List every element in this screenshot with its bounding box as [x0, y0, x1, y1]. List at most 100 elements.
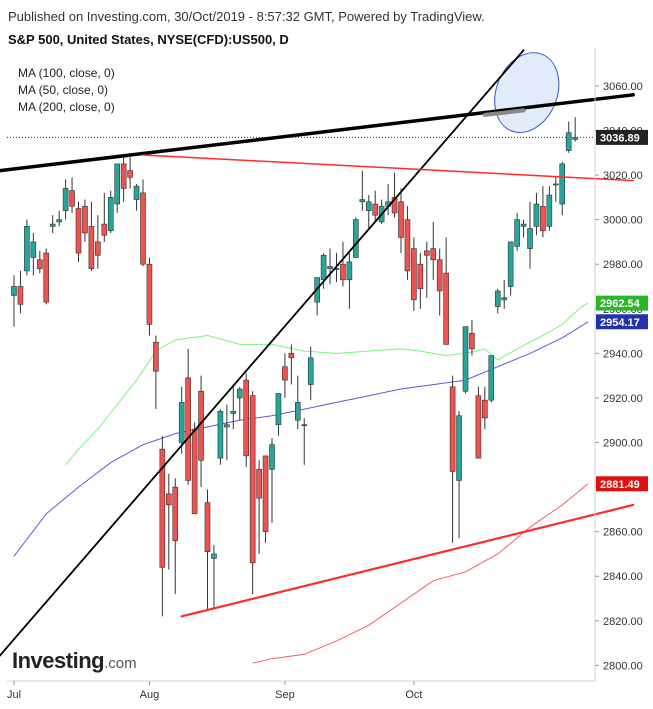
gray-highlight-segment: [482, 108, 526, 117]
legend-ma100: MA (100, close, 0): [18, 66, 115, 80]
candle-body: [475, 395, 482, 459]
candle-body: [256, 468, 262, 499]
candle-body: [365, 201, 372, 212]
logo-brand: Investing: [12, 648, 105, 673]
candle-body: [178, 402, 185, 443]
candle-body: [353, 219, 359, 258]
candle-body: [133, 185, 140, 200]
candle-body: [436, 259, 443, 292]
candle-body: [120, 163, 127, 189]
candle-body: [565, 132, 572, 151]
price-tick-label: 2900.00: [603, 438, 643, 450]
candle-body: [520, 223, 527, 227]
candle-body: [533, 203, 540, 227]
price-badge-label: 3036.89: [600, 132, 640, 144]
ma100-line: [13, 321, 589, 557]
price-tick-label: 3000.00: [603, 215, 643, 227]
moving-averages: [13, 302, 589, 664]
candle-body: [346, 261, 353, 281]
legend-ma50: MA (50, close, 0): [18, 83, 109, 97]
candle-body: [540, 205, 546, 232]
candle-body: [462, 326, 469, 392]
red-support-line: [180, 503, 635, 618]
candle-body: [391, 197, 398, 214]
candle-body: [107, 197, 114, 232]
candle-body: [404, 219, 411, 272]
candle-body: [36, 259, 43, 269]
candle-body: [398, 201, 404, 238]
candle-body: [301, 424, 308, 426]
price-tick-label: 2800.00: [603, 660, 643, 672]
candle-body: [30, 241, 37, 258]
price-tick-label: 3060.00: [603, 81, 643, 93]
candle-body: [456, 415, 462, 481]
candle-body: [62, 188, 69, 212]
price-badge: [596, 295, 648, 311]
price-badge: [596, 476, 648, 492]
candle-body: [56, 219, 62, 223]
candle-body: [359, 199, 366, 203]
candle-body: [327, 266, 333, 269]
price-badge-label: 2881.49: [600, 479, 640, 491]
candle-body: [443, 272, 449, 345]
candle-body: [114, 163, 120, 205]
candle-body: [411, 248, 417, 301]
candle-body: [243, 379, 249, 457]
upper-black-trendline: [0, 93, 635, 173]
candle-body: [230, 411, 237, 414]
candle-body: [140, 192, 146, 265]
price-badge: [596, 129, 648, 145]
candle-body: [294, 402, 301, 421]
candle-body: [211, 553, 217, 559]
ma200-line: [252, 483, 589, 664]
candle-body: [449, 386, 456, 472]
candle-body: [204, 502, 211, 553]
logo-suffix: .com: [104, 655, 137, 672]
candle-body: [494, 290, 501, 307]
red-resistance-line: [142, 154, 634, 182]
candle-body: [153, 341, 159, 372]
candle-body: [340, 263, 346, 281]
chart-title: S&P 500, United States, NYSE(CFD):US500,…: [8, 32, 289, 47]
candle-body: [191, 428, 198, 515]
candle-body: [507, 241, 514, 287]
candle-body: [262, 455, 269, 532]
price-tick-label: 2840.00: [603, 571, 643, 583]
candle-body: [282, 366, 288, 381]
candle-body: [185, 377, 191, 481]
candle-body: [514, 219, 520, 247]
candle-body: [49, 223, 56, 227]
candle-body: [217, 411, 224, 459]
candle-body: [430, 248, 437, 261]
candle-body: [501, 297, 508, 301]
candle-body: [82, 205, 88, 234]
trendlines: [0, 49, 635, 657]
time-tick-label: Oct: [405, 689, 422, 701]
candle-body: [275, 393, 282, 425]
time-tick-label: Sep: [275, 689, 295, 701]
candle-body: [172, 486, 179, 541]
candles: [11, 117, 578, 617]
candle-body: [127, 170, 133, 178]
candle-body: [249, 395, 256, 564]
candle-body: [269, 444, 275, 470]
price-tick-label: 2860.00: [603, 527, 643, 539]
candle-body: [482, 399, 488, 419]
candle-body: [559, 163, 566, 205]
candle-body: [572, 137, 578, 140]
candle-body: [307, 357, 314, 385]
time-tick-label: Jul: [7, 689, 21, 701]
published-note: Published on Investing.com, 30/Oct/2019 …: [8, 9, 485, 24]
price-tick-label: 2820.00: [603, 616, 643, 628]
candle-body: [101, 223, 108, 236]
candle-body: [320, 254, 327, 281]
candle-body: [43, 252, 50, 303]
candle-body: [75, 208, 82, 254]
candle-body: [69, 190, 75, 207]
time-tick-label: Aug: [140, 689, 160, 701]
investing-logo[interactable]: Investing.com: [12, 648, 137, 674]
price-tick-label: 2920.00: [603, 393, 643, 405]
candle-body: [417, 263, 424, 290]
candle-body: [166, 493, 172, 506]
